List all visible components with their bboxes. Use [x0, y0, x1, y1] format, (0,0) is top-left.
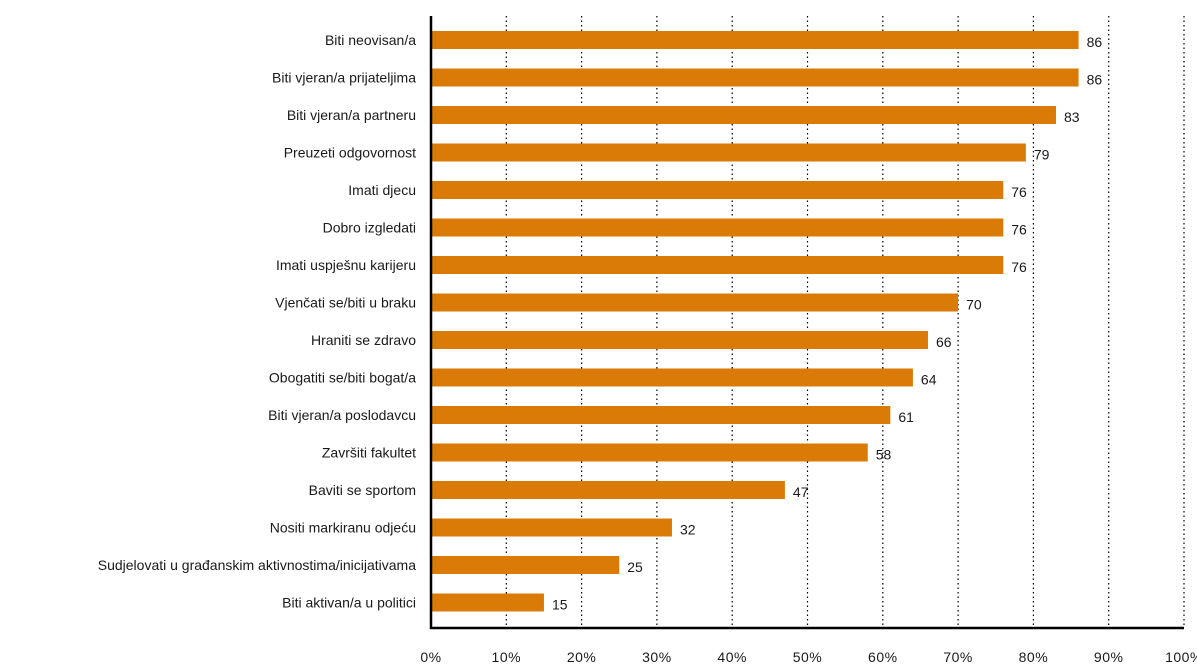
value-label: 58 — [876, 447, 892, 463]
category-label: Biti vjeran/a poslodavcu — [268, 407, 416, 423]
value-label: 15 — [552, 597, 568, 613]
x-tick-label: 0% — [420, 649, 441, 665]
bar-13 — [431, 481, 785, 499]
value-label: 61 — [898, 409, 914, 425]
bar-2 — [431, 68, 1079, 87]
x-tick-label: 70% — [943, 649, 973, 665]
bar-3 — [431, 106, 1056, 124]
bar-9 — [431, 331, 928, 349]
category-labels: Biti neovisan/a Biti vjeran/a prijateljim… — [98, 32, 416, 611]
value-label: 76 — [1011, 222, 1027, 238]
value-label: 66 — [936, 334, 952, 350]
category-label: Završiti fakultet — [322, 445, 416, 461]
x-tick-label: 20% — [567, 649, 597, 665]
x-tick-label: 80% — [1019, 649, 1049, 665]
value-label: 86 — [1087, 34, 1103, 50]
value-label: 76 — [1011, 259, 1027, 275]
bar-5 — [431, 181, 1004, 199]
bar-4 — [431, 143, 1026, 162]
category-label: Biti neovisan/a — [325, 32, 416, 48]
value-label: 64 — [921, 372, 937, 388]
x-tick-label: 100% — [1165, 649, 1197, 665]
category-label: Imati uspješnu karijeru — [276, 257, 416, 273]
category-label: Nositi markiranu odjeću — [270, 520, 416, 536]
bar-10 — [431, 368, 913, 387]
value-label: 70 — [966, 297, 982, 313]
bar-15 — [431, 556, 620, 574]
value-label: 86 — [1087, 72, 1103, 88]
category-label: Imati djecu — [348, 182, 416, 198]
category-label: Preuzeti odgovornost — [284, 145, 416, 161]
bar-7 — [431, 256, 1004, 274]
category-label: Biti vjeran/a prijateljima — [272, 70, 416, 86]
x-tick-label: 90% — [1094, 649, 1124, 665]
bars — [431, 31, 1079, 612]
category-label: Sudjelovati u građanskim aktivnostima/in… — [98, 557, 416, 573]
category-label: Baviti se sportom — [309, 482, 416, 498]
value-label: 83 — [1064, 109, 1080, 125]
value-label: 79 — [1034, 147, 1050, 163]
category-label: Hraniti se zdravo — [311, 332, 416, 348]
bar-6 — [431, 218, 1004, 237]
value-label: 32 — [680, 522, 696, 538]
tick-labels: 0% 10% 20% 30% 40% 50% 60% 70% 80% 90% 100% — [420, 649, 1197, 665]
bar-8 — [431, 293, 959, 312]
category-label: Vjenčati se/biti u braku — [275, 295, 416, 311]
bar-16 — [431, 593, 544, 612]
category-label: Biti vjeran/a partneru — [287, 107, 416, 123]
category-label: Biti aktivan/a u politici — [282, 595, 416, 611]
value-label: 76 — [1011, 184, 1027, 200]
bar-14 — [431, 518, 672, 537]
value-labels: 86 86 83 79 76 76 76 70 66 64 61 58 47 32 25 15 — [552, 34, 1102, 613]
bar-11 — [431, 406, 891, 424]
category-label: Obogatiti se/biti bogat/a — [269, 370, 416, 386]
x-tick-label: 10% — [492, 649, 522, 665]
category-label: Dobro izgledati — [323, 220, 416, 236]
x-tick-label: 40% — [717, 649, 747, 665]
x-tick-label: 60% — [868, 649, 898, 665]
value-label: 47 — [793, 484, 809, 500]
x-tick-label: 30% — [642, 649, 672, 665]
x-tick-label: 50% — [793, 649, 823, 665]
axes — [429, 16, 1184, 630]
value-label: 25 — [627, 559, 643, 575]
bar-12 — [431, 443, 868, 462]
bar-1 — [431, 31, 1079, 49]
